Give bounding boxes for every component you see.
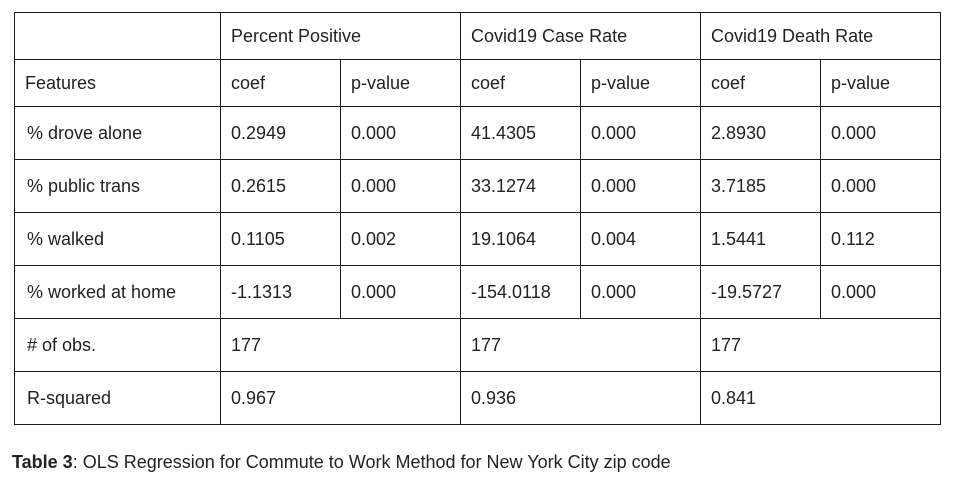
feature-label: % walked	[14, 212, 221, 266]
group-header-empty	[14, 12, 221, 60]
summary-label: # of obs.	[14, 318, 221, 372]
group-header-death-rate: Covid19 Death Rate	[699, 12, 942, 60]
table-cell: 3.7185	[700, 159, 821, 213]
table-cell: 0.000	[819, 106, 942, 160]
sub-header-features: Features	[14, 59, 221, 107]
table-cell: 33.1274	[460, 159, 581, 213]
summary-cell: 177	[460, 318, 701, 372]
table-cell: -154.0118	[460, 265, 581, 319]
table-cell: -19.5727	[700, 265, 821, 319]
table-cell: -1.1313	[220, 265, 341, 319]
table-row: % worked at home -1.1313 0.000 -154.0118…	[14, 265, 942, 319]
sub-header-p-value: p-value	[580, 59, 701, 107]
sub-header-coef: coef	[700, 59, 821, 107]
summary-cell: 0.841	[699, 371, 942, 425]
sub-header-coef: coef	[460, 59, 581, 107]
feature-label: % worked at home	[14, 265, 221, 319]
table-cell: 0.1105	[220, 212, 341, 266]
caption-label: Table 3	[12, 452, 73, 472]
table-cell: 0.000	[580, 265, 701, 319]
group-header-case-rate: Covid19 Case Rate	[460, 12, 701, 60]
group-header-row: Percent Positive Covid19 Case Rate Covid…	[14, 12, 942, 60]
sub-header-p-value: p-value	[819, 59, 942, 107]
summary-row: # of obs. 177 177 177	[14, 318, 942, 372]
summary-label: R-squared	[14, 371, 221, 425]
feature-label: % drove alone	[14, 106, 221, 160]
table-cell: 19.1064	[460, 212, 581, 266]
table-cell: 1.5441	[700, 212, 821, 266]
table-cell: 0.000	[819, 265, 942, 319]
summary-cell: 177	[699, 318, 942, 372]
sub-header-p-value: p-value	[340, 59, 461, 107]
summary-row: R-squared 0.967 0.936 0.841	[14, 371, 942, 425]
table-cell: 0.112	[819, 212, 942, 266]
table-cell: 0.002	[340, 212, 461, 266]
table-cell: 41.4305	[460, 106, 581, 160]
table-row: % drove alone 0.2949 0.000 41.4305 0.000…	[14, 106, 942, 160]
table-row: % public trans 0.2615 0.000 33.1274 0.00…	[14, 159, 942, 213]
table-cell: 0.2949	[220, 106, 341, 160]
feature-label: % public trans	[14, 159, 221, 213]
table-cell: 0.000	[340, 159, 461, 213]
table-cell: 0.000	[580, 106, 701, 160]
group-header-percent-positive: Percent Positive	[220, 12, 461, 60]
table-cell: 0.000	[580, 159, 701, 213]
summary-cell: 177	[220, 318, 461, 372]
table-cell: 0.2615	[220, 159, 341, 213]
caption-text: : OLS Regression for Commute to Work Met…	[72, 452, 671, 472]
summary-cell: 0.936	[460, 371, 701, 425]
sub-header-row: Features coef p-value coef p-value coef …	[14, 59, 942, 107]
table-caption: Table 3: OLS Regression for Commute to W…	[12, 452, 671, 473]
table-cell: 0.000	[340, 265, 461, 319]
table-cell: 2.8930	[700, 106, 821, 160]
regression-table: Percent Positive Covid19 Case Rate Covid…	[14, 12, 942, 425]
summary-cell: 0.967	[220, 371, 461, 425]
table-cell: 0.004	[580, 212, 701, 266]
table-cell: 0.000	[819, 159, 942, 213]
table-cell: 0.000	[340, 106, 461, 160]
sub-header-coef: coef	[220, 59, 341, 107]
table-row: % walked 0.1105 0.002 19.1064 0.004 1.54…	[14, 212, 942, 266]
